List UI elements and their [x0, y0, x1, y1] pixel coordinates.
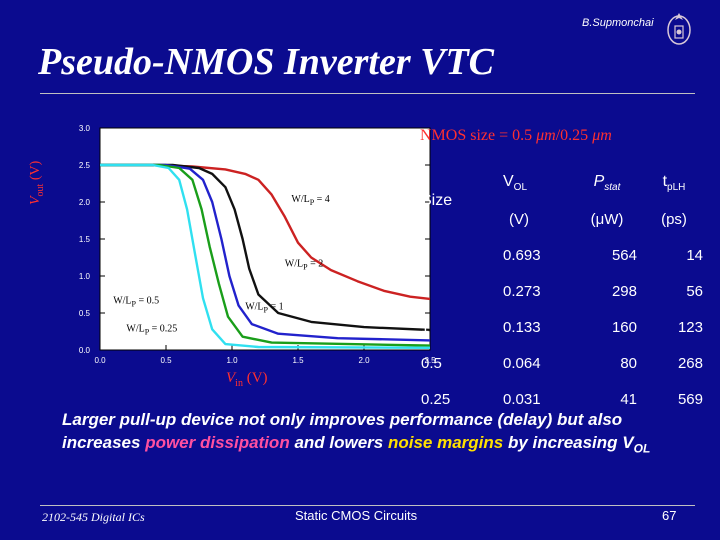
x-tick-label: 0.5 — [160, 356, 172, 365]
y-tick-label: 2.5 — [79, 161, 91, 170]
cell-pstat: 160 — [611, 318, 637, 336]
table-row: 2 0.273 298 56 — [415, 273, 703, 309]
cell-pstat: 41 — [620, 390, 637, 408]
unit-tplh: (ps) — [661, 210, 687, 228]
cell-size: 2 — [421, 282, 430, 300]
table-row: 1 0.133 160 123 — [415, 309, 703, 345]
unit-pstat: (μW) — [590, 210, 624, 228]
y-tick-label: 3.0 — [79, 124, 91, 133]
cell-pstat: 564 — [611, 246, 637, 264]
cell-size: 1 — [421, 318, 430, 336]
cell-pstat: 80 — [620, 354, 637, 372]
title-divider — [40, 93, 695, 94]
table-row: 0.5 0.064 80 268 — [415, 345, 703, 381]
size-comparison-table: Size VOL Pstat tpLH (V) (μW) (ps) 4 0.69… — [415, 165, 703, 417]
cell-pstat: 298 — [611, 282, 637, 300]
vtc-chart: 0.0 0.5 1.0 1.5 2.0 2.5 3.0 0.0 0.5 1.0 1.5 2.0 2.5 W… — [50, 110, 436, 400]
annotation-label: W/LP = 2 — [285, 258, 323, 271]
unit-vol: (V) — [509, 210, 529, 228]
x-tick-label: 0.0 — [94, 356, 106, 365]
series-line-0 — [100, 163, 431, 301]
y-tick-label: 1.5 — [79, 235, 91, 244]
footer-divider — [40, 505, 695, 506]
footer-topic: Static CMOS Circuits — [295, 508, 418, 523]
x-tick-label: 2.0 — [358, 356, 370, 365]
cell-vol: 0.133 — [503, 318, 541, 336]
y-tick-label: 1.0 — [79, 272, 91, 281]
cell-tplh: 123 — [677, 318, 703, 336]
author-name: B.Supmonchai — [582, 17, 654, 29]
page-number: 67 — [662, 508, 677, 523]
highlight-power-dissipation: power dissipation — [145, 433, 290, 452]
nmos-size-note: NMOS size = 0.5 μm/0.25 μm — [420, 127, 612, 144]
slide-title: Pseudo-NMOS Inverter VTC — [38, 41, 495, 83]
header-vol: VOL — [503, 173, 528, 193]
cell-tplh: 14 — [686, 246, 703, 264]
y-tick-label: 0.5 — [79, 309, 91, 318]
annotation-label: W/LP = 0.5 — [113, 295, 159, 308]
x-axis-title: Vin (V) — [226, 370, 268, 389]
header-pstat: Pstat — [593, 173, 621, 193]
conclusion-statement: Larger pull-up device not only improves … — [62, 410, 651, 456]
y-axis-title: Vout (V) — [28, 160, 46, 205]
annotation-label: W/LP = 4 — [291, 194, 329, 207]
university-emblem-icon — [663, 8, 695, 48]
course-name: 2102-545 Digital ICs — [42, 510, 145, 524]
series-line-4 — [100, 163, 431, 349]
vtc-chart-svg: 0.0 0.5 1.0 1.5 2.0 2.5 3.0 0.0 0.5 1.0 1.5 2.0 2.5 W… — [79, 124, 436, 365]
y-tick-label: 2.0 — [79, 198, 91, 207]
cell-size: 4 — [421, 246, 430, 264]
annotation-label: W/LP = 1 — [245, 301, 283, 314]
table-header-row: Size VOL Pstat tpLH — [415, 165, 703, 209]
header-tplh: tpLH — [662, 173, 686, 193]
table-row: 4 0.693 564 14 — [415, 237, 703, 273]
plot-area — [99, 127, 431, 351]
series-line-1 — [100, 163, 431, 332]
cell-vol: 0.693 — [503, 246, 541, 264]
cell-size: 0.5 — [421, 354, 442, 372]
series-line-2 — [100, 163, 431, 342]
cell-tplh: 268 — [677, 354, 703, 372]
y-tick-label: 0.0 — [79, 346, 91, 355]
cell-vol: 0.273 — [503, 282, 541, 300]
series-line-3 — [100, 163, 431, 347]
annotation-label: W/LP = 0.25 — [126, 324, 177, 337]
cell-tplh: 56 — [686, 282, 703, 300]
table-row: 0.25 0.031 41 569 — [415, 381, 703, 417]
table-unit-row: (V) (μW) (ps) — [415, 201, 703, 237]
x-tick-label: 2.5 — [424, 356, 436, 365]
x-tick-label: 1.5 — [292, 356, 304, 365]
cell-vol: 0.031 — [503, 390, 541, 408]
cell-tplh: 569 — [677, 390, 703, 408]
highlight-noise-margins: noise margins — [387, 433, 504, 452]
cell-vol: 0.064 — [503, 354, 541, 372]
header-size: Size — [421, 192, 453, 209]
cell-size: 0.25 — [421, 390, 451, 408]
x-tick-label: 1.0 — [226, 356, 238, 365]
